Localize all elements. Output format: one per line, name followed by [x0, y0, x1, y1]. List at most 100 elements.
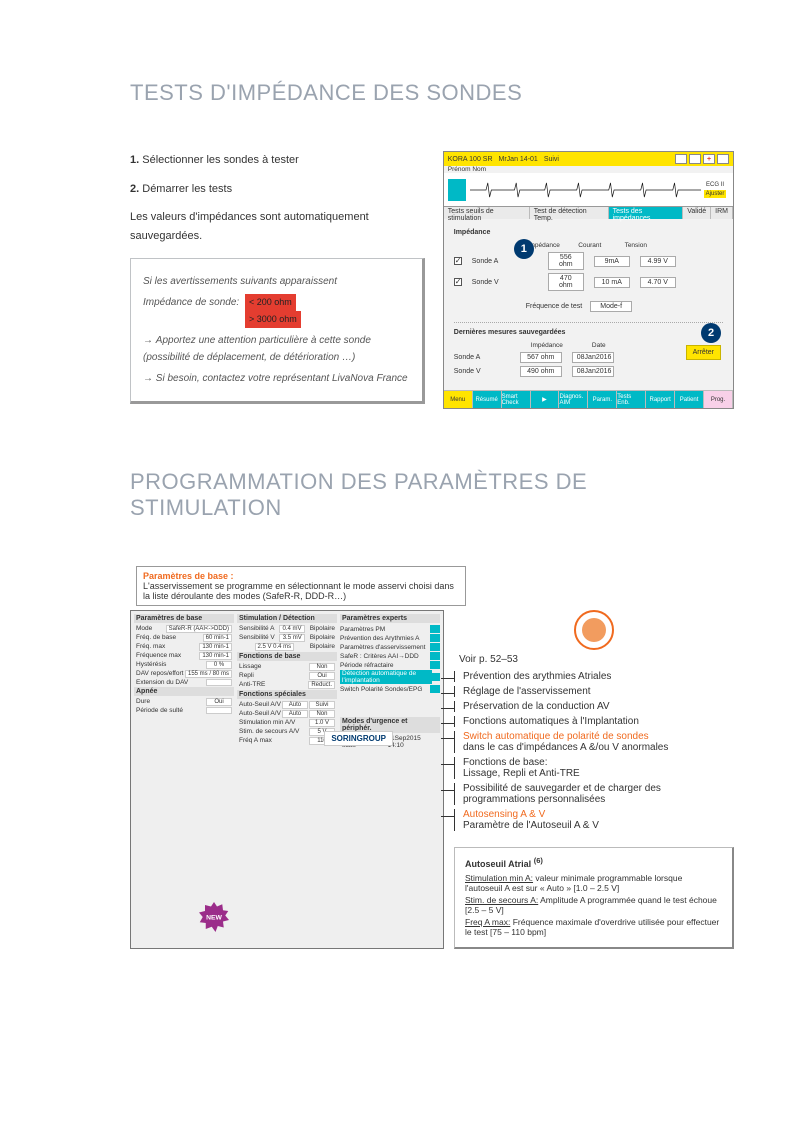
checkbox-sonde-a[interactable] — [454, 257, 462, 265]
sonde-a-imp: 556 ohm — [548, 252, 584, 270]
expert-row[interactable]: Détection automatique de l'implantation — [340, 670, 440, 684]
prow: Période de sulté — [134, 707, 234, 714]
prow: 2.5 V 0.4 msBipolaire — [237, 643, 337, 651]
step2-num: 2. — [130, 183, 139, 195]
feature-item: Préservation de la conduction AV — [454, 701, 734, 712]
autobox-sup: (6) — [534, 856, 543, 865]
tab-stim[interactable]: Tests seuils de stimulation — [444, 207, 530, 219]
col-current: Courant — [572, 242, 608, 249]
menu-button[interactable]: Menu — [444, 391, 473, 408]
warn-line3: Apportez une attention particulière à ce… — [143, 332, 410, 366]
titlebar-icon[interactable] — [675, 154, 687, 164]
rapport-button[interactable]: Rapport — [646, 391, 675, 408]
expert-row[interactable]: Paramètres PM — [340, 625, 440, 633]
freq-value[interactable]: Mode-f — [590, 301, 632, 312]
fn-spec-title: Fonctions spéciales — [237, 690, 337, 699]
smartcheck-button[interactable]: Smart Check — [502, 391, 531, 408]
stop-button[interactable]: Arrêter — [686, 345, 721, 360]
sonde-a-ten: 4.99 V — [640, 256, 676, 267]
saved-a-date: 08Jan2016 — [572, 352, 614, 363]
prow: Anti-TREReduct. — [237, 681, 337, 689]
tab-detect[interactable]: Test de détection Temp. — [530, 207, 609, 219]
prow: Stimulation min A/V1.0 V — [237, 719, 337, 727]
prow: Hystérésis0 % — [134, 661, 234, 669]
feature-item: Prévention des arythmies Atriales — [454, 671, 734, 682]
programming-screenshot: Paramètres de base ModeSafeR-R (AAI<->DD… — [130, 610, 444, 949]
impedance-title: Impédance — [454, 229, 723, 236]
sonde-v-imp: 470 ohm — [548, 273, 584, 291]
play-button[interactable]: ▶ — [531, 391, 560, 408]
tab-valid[interactable]: Validé — [683, 207, 711, 219]
new-badge: NEW — [199, 902, 229, 932]
warn-line2: Impédance de sonde: < 200 ohm Impédance … — [143, 294, 410, 329]
feature-item: Fonctions automatiques à l'Implantation — [454, 716, 734, 727]
sorin-logo: SORINGROUP — [324, 731, 393, 746]
sonde-v-cur: 10 mA — [594, 277, 630, 288]
feature-list: Voir p. 52–53 Prévention des arythmies A… — [454, 610, 734, 949]
tests-button[interactable]: Tests Enb. — [617, 391, 646, 408]
voir-page: Voir p. 52–53 — [459, 654, 734, 665]
prow: LissageNon — [237, 663, 337, 671]
step2-txt: Démarrer les tests — [139, 183, 232, 195]
prow: ModeSafeR-R (AAI<->DDD) — [134, 625, 234, 633]
patient-name: Prénom Nom — [444, 166, 733, 173]
expert-row[interactable]: Prévention des Arythmies A — [340, 634, 440, 642]
mri-icon — [574, 610, 614, 650]
expert-row[interactable]: Période réfractaire — [340, 661, 440, 669]
prow: Extension du DAV — [134, 679, 234, 686]
fn-base-title: Fonctions de base — [237, 652, 337, 661]
param-button[interactable]: Param. — [588, 391, 617, 408]
tab-impedance[interactable]: Tests des impédances — [609, 207, 684, 219]
saved-v-imp: 490 ohm — [520, 366, 562, 377]
svg-text:NEW: NEW — [206, 914, 222, 921]
marker-1: 1 — [514, 239, 534, 259]
saved-col-date: Date — [578, 342, 620, 349]
close-icon[interactable]: + — [703, 154, 715, 164]
tab-irm[interactable]: IRM — [711, 207, 733, 219]
prow: Fréquence max130 min-1 — [134, 652, 234, 660]
device-screenshot: KORA 100 SR MrJan 14-01 Suivi + Prénom N… — [443, 151, 734, 409]
saved-a-label: Sonde A — [454, 354, 510, 361]
patient-button[interactable]: Patient — [675, 391, 704, 408]
checkbox-sonde-v[interactable] — [454, 278, 462, 286]
feature-item: Réglage de l'asservissement — [454, 686, 734, 697]
autobox-l2a: Stim. de secours A: — [465, 895, 538, 905]
base-params-callout: Paramètres de base : L'asservissement se… — [136, 566, 466, 606]
titlebar-icon[interactable] — [689, 154, 701, 164]
sonde-v-ten: 4.70 V — [640, 277, 676, 288]
titlebar-icon[interactable] — [717, 154, 729, 164]
expert-row[interactable]: Paramètres d'asservissement — [340, 643, 440, 651]
prow: Auto-Seuil A/VAutoNon — [237, 710, 337, 718]
step2: 2. Démarrer les tests — [130, 180, 425, 199]
saved-title: Dernières mesures sauvegardées — [454, 329, 723, 336]
warn-line4: Si besoin, contactez votre représentant … — [143, 370, 410, 387]
feature-item: Autosensing A & VParamètre de l'Autoseui… — [454, 809, 734, 831]
prow: Fréq. max130 min-1 — [134, 643, 234, 651]
prow: DAV repos/effort155 ms / 80 ms — [134, 670, 234, 678]
autobox-title: Autoseuil Atrial — [465, 859, 531, 869]
ecg-label: ECG II — [701, 182, 729, 188]
prow: DureOui — [134, 698, 234, 706]
prow: Auto-Seuil A/VAutoSuivi — [237, 701, 337, 709]
ecg-play-button[interactable] — [448, 179, 466, 201]
apnee-title: Apnée — [134, 687, 234, 696]
callout-body: L'asservissement se programme en sélecti… — [143, 581, 454, 601]
diagnos-button[interactable]: Diagnos. AIM — [559, 391, 588, 408]
warn-line2-label: Impédance de sonde: — [143, 297, 239, 308]
warn-line1: Si les avertissements suivants apparaiss… — [143, 273, 410, 290]
feature-item: Fonctions de base:Lissage, Repli et Anti… — [454, 757, 734, 779]
warning-box: Si les avertissements suivants apparaiss… — [130, 258, 425, 405]
autoseuil-box: Autoseuil Atrial (6) Stimulation min A: … — [454, 847, 734, 949]
expert-row[interactable]: Switch Polarité Sondes/EPG — [340, 685, 440, 693]
feature-item: Switch automatique de polarité de sondes… — [454, 731, 734, 753]
saved-v-date: 08Jan2016 — [572, 366, 614, 377]
expert-row[interactable]: SafeR : Critères AAI→DDD — [340, 652, 440, 660]
resume-button[interactable]: Résumé — [473, 391, 502, 408]
ecg-adjust-button[interactable]: Ajuster — [704, 190, 727, 198]
impedance-low-badge: < 200 ohm — [245, 294, 296, 311]
device-mode: Suivi — [544, 156, 559, 163]
instructions: 1. Sélectionner les sondes à tester 2. D… — [130, 151, 425, 409]
prog-button[interactable]: Prog. — [704, 391, 733, 408]
ecg-trace — [470, 178, 701, 202]
prow: Sensibilité A0.4 mVBipolaire — [237, 625, 337, 633]
